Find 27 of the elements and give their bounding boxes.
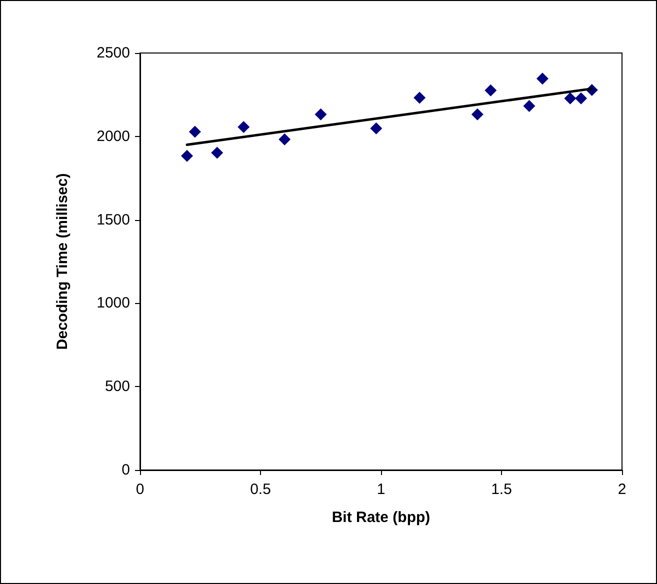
- y-tick-label: 1500: [96, 211, 130, 228]
- point: [414, 92, 426, 104]
- x-tick-label: 2: [618, 481, 626, 498]
- point: [278, 133, 291, 146]
- y-tick-label: 500: [104, 378, 130, 396]
- point: [564, 92, 576, 104]
- y-tick-label: 1000: [96, 294, 130, 312]
- y-tick-label: 0: [122, 462, 130, 478]
- point: [575, 92, 588, 104]
- point: [238, 121, 250, 134]
- point: [180, 150, 193, 162]
- x-axis-title: Bit Rate (bpp): [332, 509, 430, 526]
- x-tick-label: 1: [376, 481, 386, 498]
- point: [314, 108, 327, 120]
- point: [471, 108, 484, 120]
- point: [536, 72, 548, 85]
- point: [484, 84, 497, 96]
- x-tick-label: 0.5: [250, 481, 271, 498]
- x-tick-label: 0: [136, 481, 144, 498]
- y-tick-label: 2500: [96, 44, 130, 62]
- point: [211, 146, 224, 159]
- y-axis-title: Decoding Time (millisec): [54, 173, 71, 350]
- y-tick-label: 2000: [96, 128, 130, 145]
- x-tick-label: 1.5: [491, 481, 512, 498]
- point: [370, 122, 382, 134]
- point: [188, 126, 201, 138]
- point: [523, 100, 536, 112]
